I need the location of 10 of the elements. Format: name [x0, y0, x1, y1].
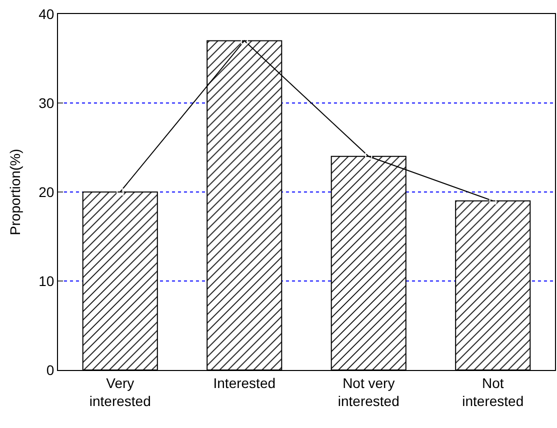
- y-tick-label: 30: [38, 94, 54, 111]
- x-tick-label: Not interested: [462, 374, 524, 409]
- y-axis-title: Proportion(%): [7, 148, 23, 236]
- x-tick-label: Not very interested: [338, 374, 400, 409]
- x-tick-label: Interested: [213, 374, 276, 391]
- y-tick-label: 10: [38, 272, 54, 289]
- y-tick-label: 40: [38, 6, 54, 22]
- y-tick-label: 0: [46, 362, 54, 378]
- y-tick-label: 20: [38, 184, 54, 200]
- x-tick-label: Very interested: [89, 374, 151, 409]
